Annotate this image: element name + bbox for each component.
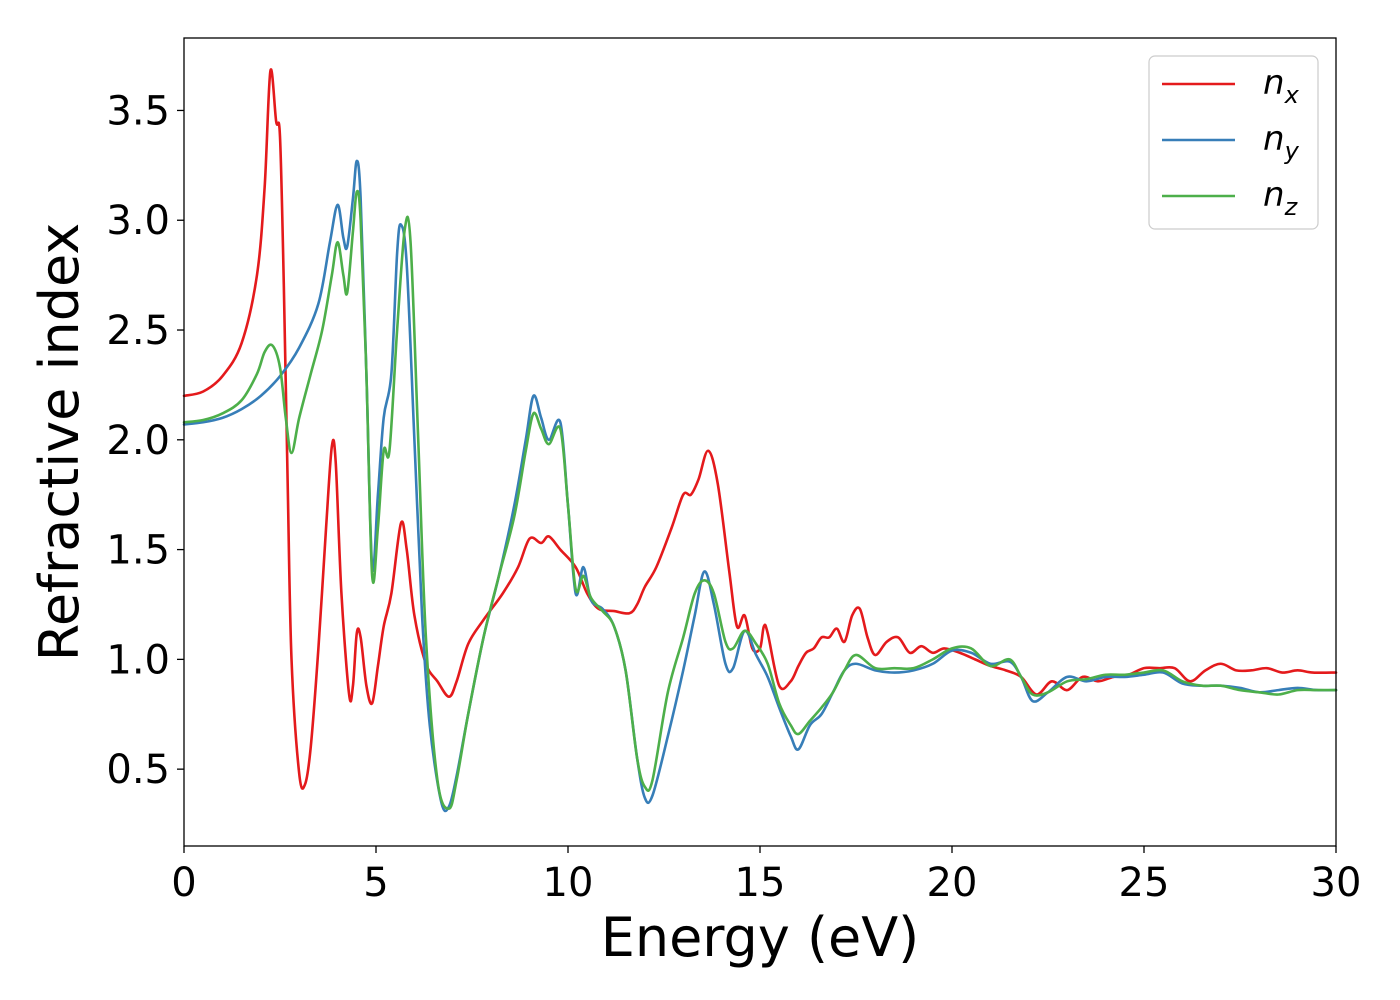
y-axis-label: Refractive index (28, 223, 91, 662)
y-tick-label: 3.5 (106, 88, 170, 134)
y-tick-label: 3.0 (106, 198, 170, 244)
legend: nx ny nz (1148, 55, 1319, 230)
x-axis-label: Energy (eV) (601, 906, 920, 969)
x-axis-ticks: 0 5 10 15 20 25 30 (171, 846, 1361, 906)
series-layer (182, 68, 1338, 813)
y-tick-label: 1.0 (106, 637, 170, 683)
x-tick-label: 5 (363, 860, 388, 906)
y-tick-label: 2.0 (106, 418, 170, 464)
y-tick-label: 2.5 (106, 308, 170, 354)
series-line-z (182, 189, 1338, 810)
legend-label-z: nz (1263, 175, 1299, 221)
x-tick-label: 10 (543, 860, 594, 906)
legend-label-y: ny (1263, 119, 1300, 165)
x-tick-label: 25 (1119, 860, 1170, 906)
x-tick-label: 20 (927, 860, 978, 906)
series-line-y (182, 159, 1338, 813)
y-tick-label: 0.5 (106, 747, 170, 793)
legend-label-x: nx (1263, 63, 1300, 109)
x-tick-label: 15 (735, 860, 786, 906)
y-tick-label: 1.5 (106, 528, 170, 574)
legend-box (1148, 55, 1319, 230)
x-tick-label: 30 (1311, 860, 1362, 906)
x-tick-label: 0 (171, 860, 196, 906)
y-axis-ticks: 0.5 1.0 1.5 2.0 2.5 3.0 3.5 (106, 88, 184, 793)
